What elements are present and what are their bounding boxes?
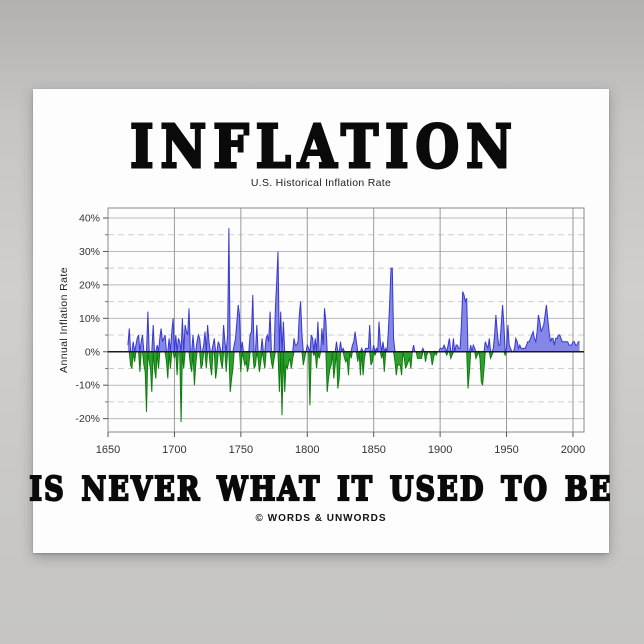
- poster-subtitle: U.S. Historical Inflation Rate: [250, 177, 392, 189]
- inflation-chart-svg: 40% 30% 20% 10% 0% -10% -20% 1650 1700 1750 1800 18…: [58, 207, 585, 456]
- svg-text:30%: 30%: [79, 246, 100, 258]
- svg-text:20%: 20%: [79, 279, 100, 291]
- svg-text:-20%: -20%: [75, 413, 100, 425]
- inflation-poster: INFLATION U.S. Historical Inflation Rate…: [28, 89, 613, 553]
- svg-text:40%: 40%: [79, 213, 100, 225]
- svg-text:10%: 10%: [79, 313, 100, 325]
- svg-text:1750: 1750: [229, 444, 253, 456]
- svg-text:1800: 1800: [295, 444, 319, 456]
- svg-text:1950: 1950: [494, 444, 518, 456]
- svg-text:0%: 0%: [85, 346, 100, 358]
- poster-slogan: IS NEVER WHAT IT USED TO BE: [28, 469, 613, 509]
- copyright-credit: © WORDS & UNWORDS: [255, 513, 387, 524]
- svg-text:1900: 1900: [428, 444, 452, 456]
- svg-text:1700: 1700: [162, 444, 186, 456]
- inflation-chart: 40% 30% 20% 10% 0% -10% -20% 1650 1700 1750 1800 18…: [53, 201, 609, 463]
- poster-title: INFLATION: [129, 110, 519, 183]
- svg-text:Annual Inflation Rate: Annual Inflation Rate: [58, 267, 70, 373]
- svg-text:1850: 1850: [361, 444, 385, 456]
- svg-text:1650: 1650: [96, 444, 120, 456]
- svg-text:2000: 2000: [561, 444, 585, 456]
- svg-text:-10%: -10%: [75, 380, 100, 392]
